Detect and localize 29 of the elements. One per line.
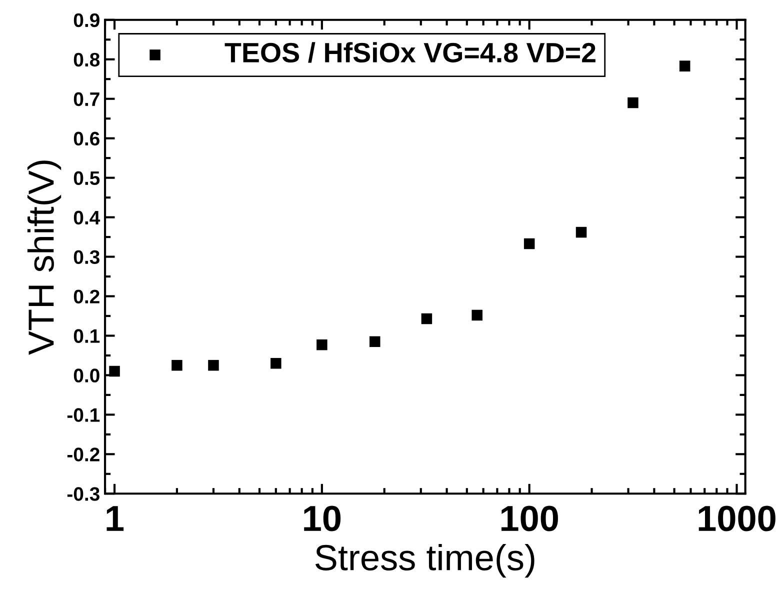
y-tick-label: 0.6 [74,132,100,146]
y-tick-label: 0.4 [74,210,100,225]
point [109,366,120,377]
x-tick-label: 1000 [698,506,776,532]
point [421,313,432,324]
y-tick-label: -0.1 [67,408,100,422]
x-tick-label: 10 [304,506,341,532]
point [628,97,638,108]
x-tick-label: 100 [501,506,558,532]
y-tick-label: 0.8 [74,52,100,67]
point [316,339,328,350]
y-tick-label: 0.9 [74,13,100,28]
point [524,238,535,250]
y-tick-label: 0.2 [74,290,100,304]
y-axis-title: VTH shift(V) [27,160,62,355]
y-tick-label: -0.2 [67,448,100,462]
y-tick-label: 0.7 [74,92,100,106]
point [472,310,482,321]
y-tick-label: -0.3 [67,487,100,501]
y-tick-label: 0.5 [74,171,100,186]
legend-label: TEOS / HfSiOx VG=4.8 VD=2 [224,42,596,63]
y-tick-label: 0.1 [74,329,100,343]
x-tick-label: 1 [106,506,124,531]
point [369,336,380,348]
point [679,60,690,72]
x-axis-title: Stress time(s) [315,544,534,578]
y-tick-label: 0.0 [74,368,100,382]
y-tick-label: 0.3 [74,250,100,264]
point [576,226,587,238]
